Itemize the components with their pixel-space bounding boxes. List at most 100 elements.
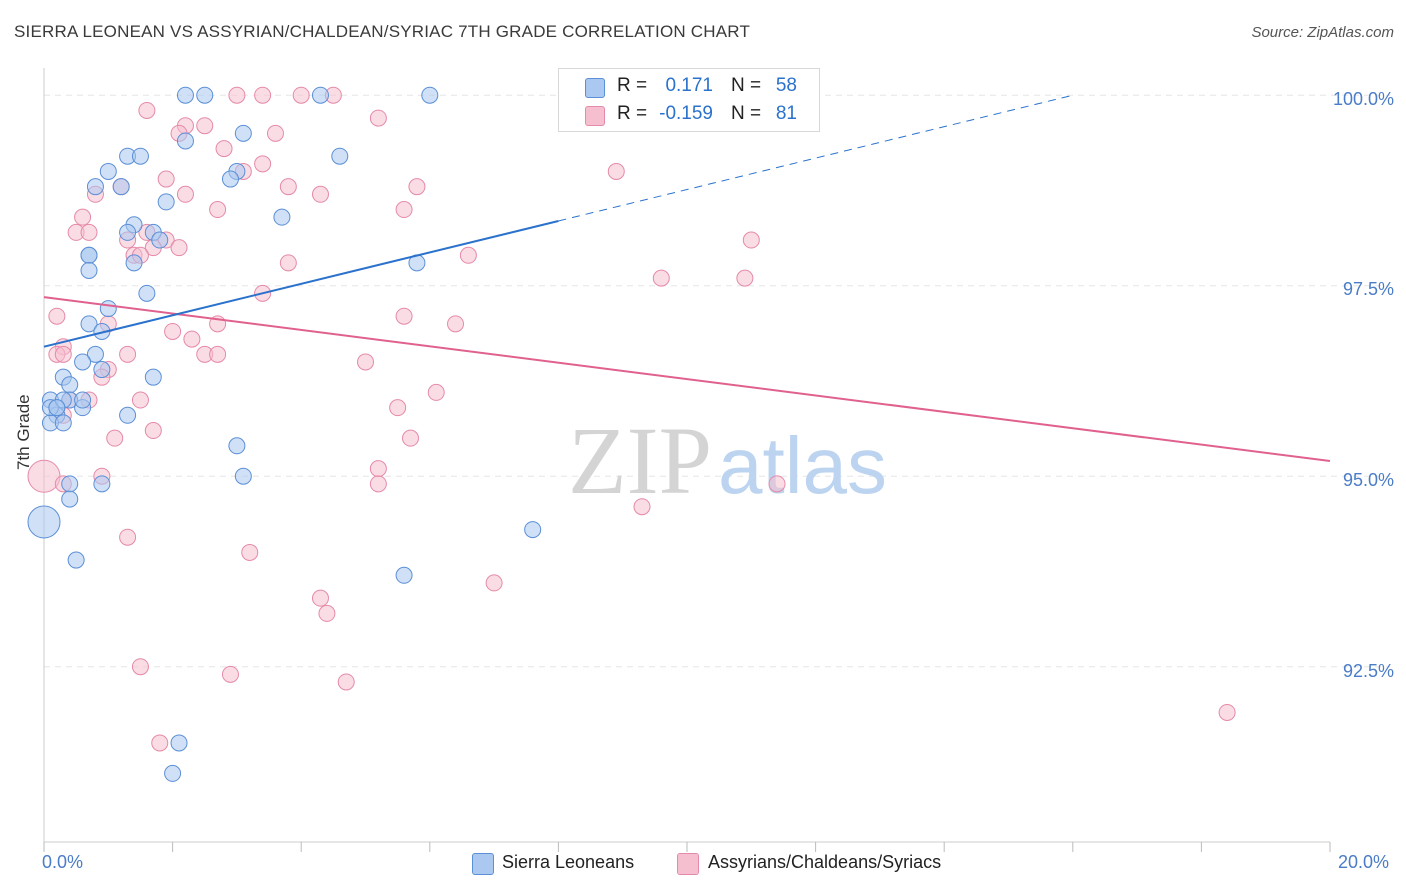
y-tick-label-92-5: 92.5%	[1342, 661, 1394, 681]
blue-point	[331, 147, 349, 165]
y-tick-label-100: 100.0%	[1332, 89, 1394, 109]
blue-point	[86, 345, 104, 363]
pink-point	[119, 528, 137, 546]
pink-point	[357, 353, 374, 371]
blue-point	[86, 178, 104, 196]
blue-point	[80, 246, 98, 264]
blue-point	[131, 147, 149, 165]
legend-n-value: 58	[775, 75, 797, 96]
blue-point	[421, 86, 439, 104]
pink-point	[292, 86, 310, 104]
pink-point	[215, 140, 233, 158]
pink-point	[768, 475, 786, 493]
watermark: ZIP atlas	[568, 407, 887, 514]
blue-point	[61, 475, 79, 493]
pink-point	[447, 315, 465, 333]
watermark-zip: ZIP	[568, 407, 712, 514]
legend-swatch-blue	[585, 78, 605, 98]
blue-trend-line-extension	[558, 94, 1073, 222]
pink-point	[318, 604, 336, 622]
pink-point	[427, 383, 445, 401]
y-tick-label-95: 95.0%	[1342, 470, 1394, 490]
pink-point	[157, 170, 175, 188]
pink-point	[408, 178, 426, 196]
pink-point	[209, 345, 227, 363]
pink-point	[311, 185, 329, 203]
pink-point	[1218, 703, 1236, 721]
legend-n-value: 81	[775, 103, 797, 124]
pink-point	[369, 460, 387, 478]
pink-point	[369, 109, 387, 127]
blue-point	[164, 764, 182, 782]
legend-r-value: -0.159	[659, 103, 713, 124]
pink-point	[196, 117, 214, 135]
blue-point	[524, 521, 542, 539]
blue-point	[151, 231, 169, 249]
blue-point	[67, 551, 85, 569]
y-axis-label: 7th Grade	[14, 394, 33, 470]
blue-point	[176, 86, 194, 104]
pink-point	[164, 322, 182, 340]
blue-point	[48, 399, 66, 417]
pink-point	[131, 658, 149, 676]
blue-point	[27, 505, 61, 539]
pink-point	[241, 543, 259, 561]
pink-point	[144, 422, 162, 440]
blue-point	[221, 170, 239, 188]
pink-point	[459, 246, 477, 264]
pink-point	[221, 665, 239, 683]
blue-point	[311, 86, 329, 104]
blue-point	[80, 262, 98, 279]
blue-point	[119, 223, 137, 241]
legend-row-pink: R = -0.159 N = 81	[559, 101, 819, 127]
blue-point	[99, 162, 117, 180]
blue-point	[61, 490, 79, 508]
blue-point	[228, 437, 246, 455]
blue-point	[234, 467, 252, 485]
blue-point	[157, 193, 175, 211]
blue-point	[99, 300, 117, 318]
blue-point	[196, 86, 214, 104]
pink-point	[254, 155, 272, 173]
stats-legend: R = 0.171 N = 58 R = -0.159 N = 81	[558, 68, 820, 132]
blue-point	[74, 391, 92, 409]
pink-point	[48, 307, 66, 325]
pink-point	[389, 399, 407, 417]
pink-point	[395, 201, 413, 219]
bottom-legend-label-blue: Sierra Leoneans	[502, 852, 635, 872]
pink-point	[170, 239, 188, 257]
blue-point	[273, 208, 291, 226]
blue-point	[112, 178, 130, 196]
blue-point	[170, 734, 188, 752]
pink-point	[279, 254, 297, 272]
blue-point	[54, 414, 72, 432]
pink-point	[209, 201, 227, 219]
pink-point	[228, 86, 246, 104]
trend-lines	[43, 94, 1331, 462]
pink-point	[369, 475, 387, 493]
bottom-legend-swatch-blue	[472, 853, 494, 875]
blue-point	[93, 475, 111, 493]
pink-point	[266, 124, 284, 142]
blue-point	[93, 361, 111, 379]
y-tick-label-97-5: 97.5%	[1342, 279, 1394, 299]
blue-point	[138, 284, 156, 302]
legend-n-label: N =	[731, 103, 762, 124]
blue-trend-line	[43, 219, 559, 348]
source-label: Source: ZipAtlas.com	[1251, 24, 1394, 41]
legend-swatch-pink	[585, 106, 605, 126]
legend-r-label: R =	[617, 75, 648, 96]
blue-point	[125, 254, 143, 272]
pink-point	[607, 162, 625, 180]
pink-point	[652, 269, 670, 287]
pink-trend-line	[43, 296, 1331, 462]
pink-point	[633, 498, 651, 516]
legend-n-label: N =	[731, 75, 762, 96]
grid-lines	[44, 94, 1390, 668]
blue-point	[119, 406, 137, 424]
pink-point	[279, 178, 297, 196]
pink-point	[485, 574, 503, 592]
pink-point	[395, 307, 413, 325]
pink-point	[138, 101, 156, 119]
